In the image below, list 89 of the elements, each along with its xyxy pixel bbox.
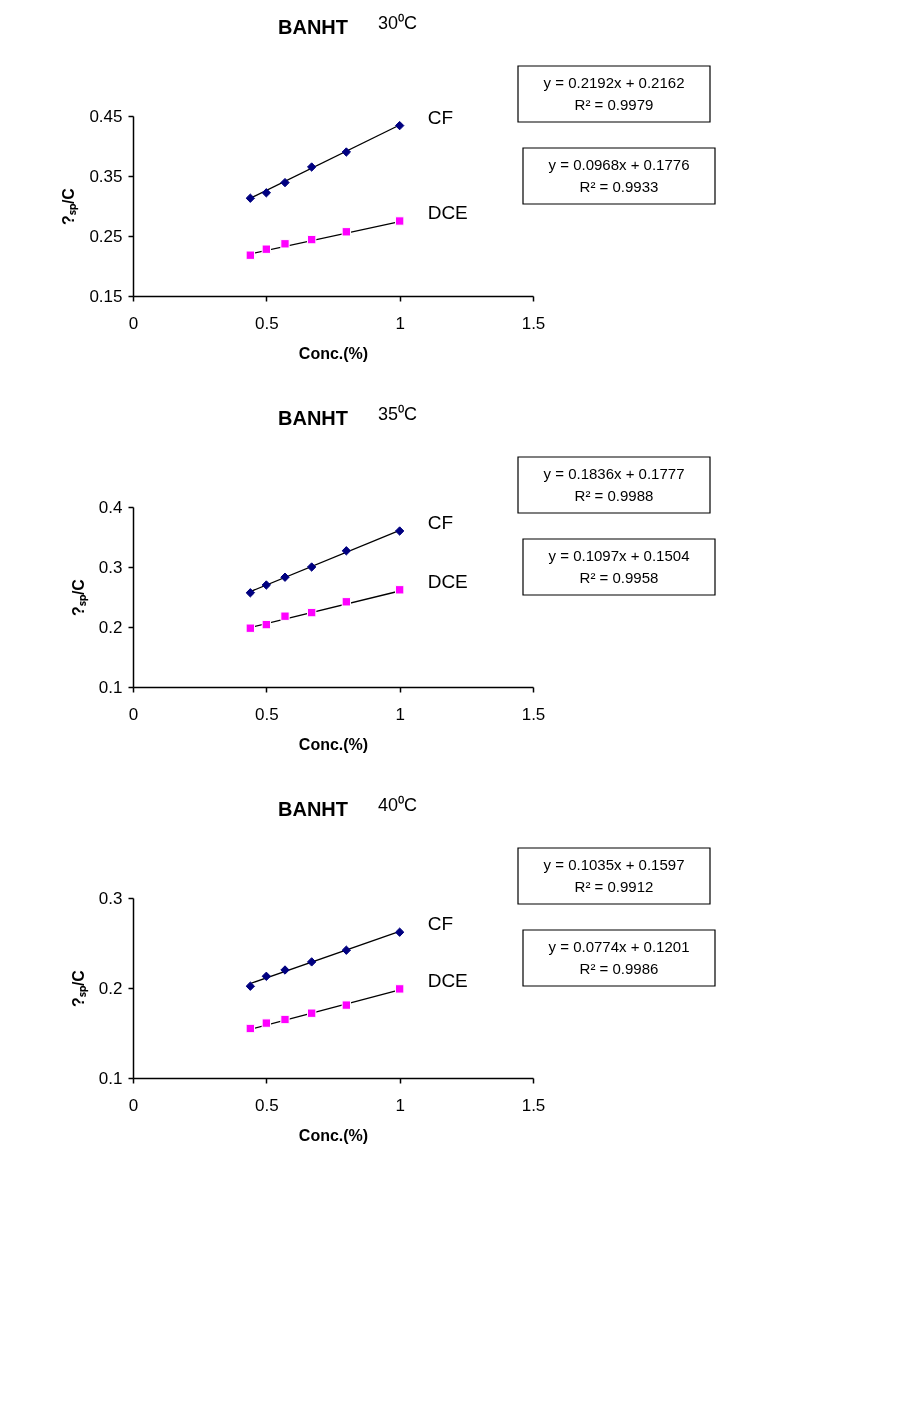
y-axis-title: ?ₛₚ/C [60,187,80,225]
y-tick-label: 0.2 [98,617,123,637]
point [306,234,317,245]
y-tick-label: 0.15 [89,286,123,306]
series-label: CF [427,512,453,533]
y-tick-label: 0.4 [98,497,123,517]
point [261,619,272,630]
point [280,572,290,582]
x-tick-label: 0 [128,1095,139,1115]
x-tick-label: 1.5 [521,704,546,724]
y-tick-label: 0.3 [98,888,123,908]
series-label: DCE [427,570,468,592]
x-tick-label: 0.5 [255,704,279,724]
y-tick-label: 0.45 [89,106,123,126]
chart-subtitle: 40⁰C [378,795,418,815]
point [245,588,256,598]
x-axis-title: Conc.(%) [298,1126,369,1144]
chart-title: BANHT [278,798,348,820]
point [280,177,290,188]
point [261,244,272,254]
text: R² = 0.9979 [574,96,654,113]
point [261,1018,272,1028]
text: R² = 0.9986 [579,960,659,977]
point [280,965,290,975]
text: R² = 0.9988 [574,487,654,504]
y-tick-label: 0.3 [98,557,123,577]
point [341,546,352,556]
series-label: CF [427,106,453,128]
x-tick-label: 0 [128,704,139,724]
y-axis-title: ?ₛₚ/C [69,578,89,616]
x-tick-label: 1 [395,313,405,333]
y-tick-label: 0.1 [98,1068,123,1088]
point [261,188,272,198]
point [306,957,317,967]
x-axis-title: Conc.(%) [298,735,369,753]
point [245,193,256,203]
point [394,216,405,226]
point [394,984,405,994]
chart-subtitle: 35⁰C [378,404,418,424]
series-label: DCE [427,969,468,991]
chart-title: BANHT [278,407,348,429]
point [245,981,256,991]
point [306,607,317,618]
point [394,526,405,536]
x-tick-label: 0 [128,313,139,333]
y-axis-title: ?ₛₚ/C [69,969,89,1007]
y-tick-label: 0.2 [98,978,123,998]
point [306,162,317,172]
text: R² = 0.9958 [579,569,659,586]
series-label: DCE [427,202,468,223]
text: y = 0.1035x + 0.1597 [543,856,685,873]
x-axis-title: Conc.(%) [298,344,369,362]
point [306,562,317,572]
point [245,1023,256,1034]
point [341,945,352,955]
y-tick-label: 0.35 [89,166,123,186]
point [341,597,352,607]
text: R² = 0.9912 [574,878,654,895]
text: y = 0.0774x + 0.1201 [548,938,690,955]
x-tick-label: 1.5 [521,1095,546,1115]
point [261,971,272,981]
point [394,585,405,595]
point [280,239,290,249]
point [394,120,405,131]
text: y = 0.0968x + 0.1776 [548,156,690,173]
text: y = 0.1836x + 0.1777 [543,465,685,482]
point [245,623,256,633]
text: y = 0.1097x + 0.1504 [548,547,690,564]
point [306,1008,317,1018]
point [261,580,272,590]
x-tick-label: 1 [395,1095,405,1115]
point [341,227,352,237]
chart-subtitle: 30⁰C [378,13,418,33]
y-tick-label: 0.1 [98,677,123,697]
x-tick-label: 0.5 [255,1095,279,1115]
point [341,1000,352,1010]
y-tick-label: 0.25 [89,226,123,246]
text: y = 0.2192x + 0.2162 [543,74,685,91]
x-tick-label: 1 [395,704,405,724]
x-tick-label: 1.5 [521,313,546,333]
point [394,927,405,937]
point [341,147,352,157]
chart-title: BANHT [278,16,348,38]
point [280,611,290,621]
point [245,250,256,260]
point [280,1014,290,1025]
series-label: CF [427,913,453,935]
x-tick-label: 0.5 [255,313,279,333]
text: R² = 0.9933 [579,178,659,195]
